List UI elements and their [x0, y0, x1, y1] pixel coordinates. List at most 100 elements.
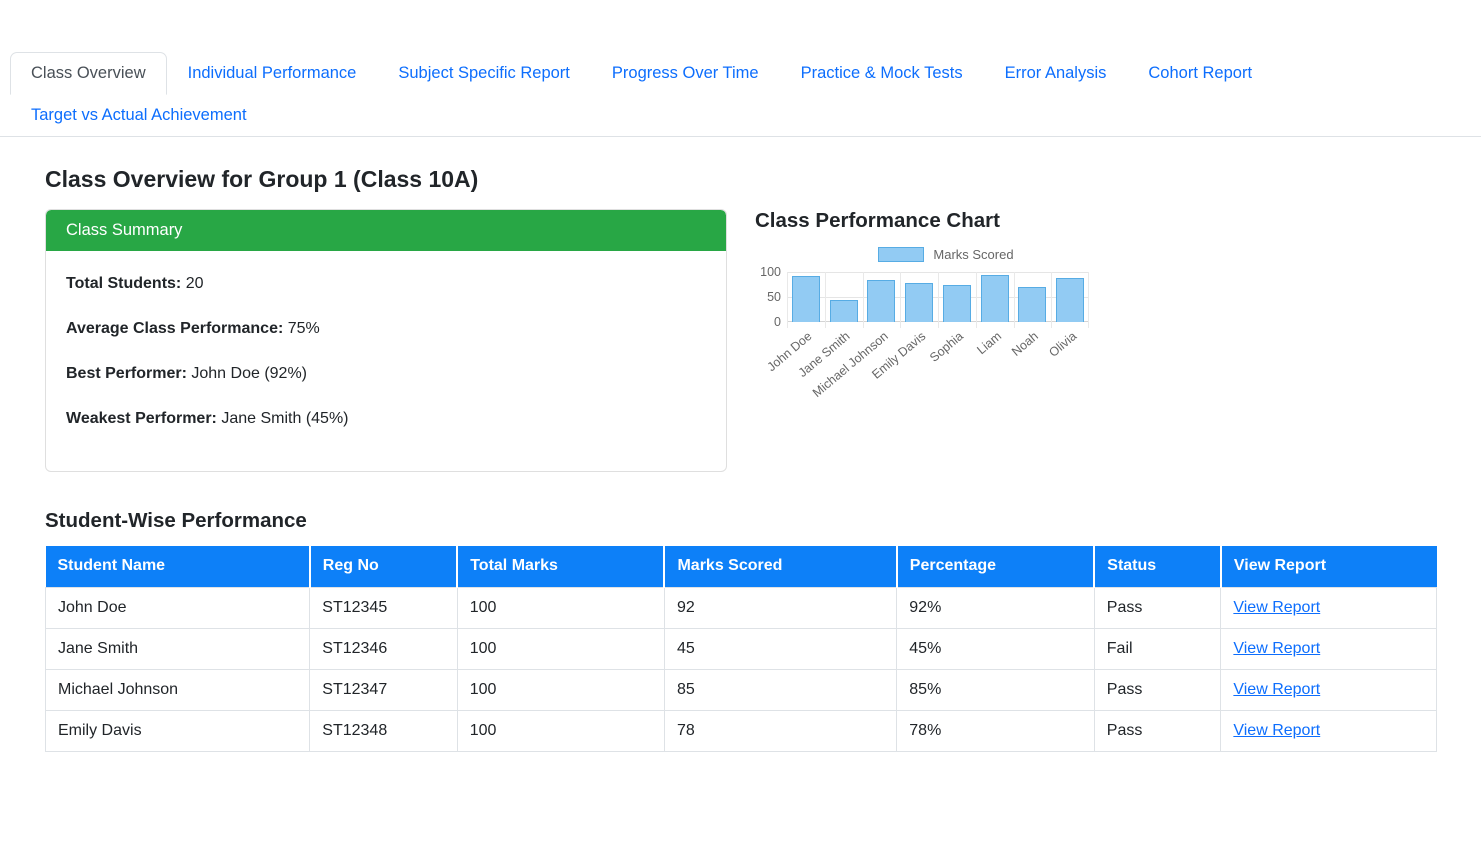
gridline	[976, 272, 977, 328]
column-header-reg-no: Reg No	[309, 546, 459, 588]
page-title: Class Overview for Group 1 (Class 10A)	[45, 166, 479, 192]
x-axis-label: Noah	[1009, 329, 1042, 359]
table-row: John Doe ST12345 100 92 92% Pass View Report	[44, 587, 1437, 629]
view-report-cell: View Report	[1220, 669, 1437, 711]
column-header-student-name: Student Name	[45, 546, 311, 588]
column-header-percentage: Percentage	[896, 546, 1096, 588]
main-content: Class Overview for Group 1 (Class 10A) C…	[44, 166, 1437, 752]
marks-scored-cell: 85	[663, 669, 898, 711]
view-report-link[interactable]: View Report	[1233, 722, 1321, 739]
view-report-link[interactable]: View Report	[1233, 681, 1321, 698]
view-report-cell: View Report	[1220, 587, 1437, 629]
summary-item-label: Best Performer:	[66, 365, 187, 382]
marks-scored-cell: 92	[663, 587, 898, 629]
class-performance-chart: Class Performance Chart Marks Scored 100…	[755, 209, 1107, 407]
x-axis-label: Sophia	[927, 329, 966, 365]
chart-title: Class Performance Chart	[755, 209, 1000, 232]
summary-item: Weakest Performer: Jane Smith (45%)	[66, 407, 706, 431]
bar-jane-smith	[829, 299, 858, 322]
gridline	[1088, 272, 1089, 328]
chart-legend: Marks Scored	[785, 247, 1107, 262]
gridline	[1051, 272, 1052, 328]
chart-plot-area: 100 50 0 John Doe Jane Smith Michael Johnson…	[755, 265, 1107, 407]
legend-label: Marks Scored	[933, 247, 1014, 262]
tab-class-overview[interactable]: Class Overview	[10, 52, 167, 95]
reg-no-cell: ST12348	[309, 710, 458, 752]
chart-bars	[787, 272, 1089, 328]
report-tabs: Class Overview Individual Performance Subj…	[0, 52, 1481, 137]
status-cell: Fail	[1093, 628, 1222, 670]
summary-item-value: Jane Smith (45%)	[216, 410, 349, 427]
student-name-cell: Michael Johnson	[44, 669, 311, 711]
summary-item: Best Performer: John Doe (92%)	[66, 362, 706, 386]
view-report-link[interactable]: View Report	[1233, 599, 1321, 616]
tab-cohort-report[interactable]: Cohort Report	[1148, 64, 1253, 82]
view-report-cell: View Report	[1220, 628, 1437, 670]
bar-noah	[1018, 287, 1047, 322]
chart-x-axis-labels: John Doe Jane Smith Michael Johnson Emily D…	[765, 322, 1089, 407]
tab-progress-over-time[interactable]: Progress Over Time	[611, 64, 759, 82]
gridline	[863, 272, 864, 328]
bar-olivia	[1056, 278, 1085, 322]
summary-item: Average Class Performance: 75%	[66, 317, 706, 341]
legend-swatch	[878, 247, 925, 262]
reg-no-cell: ST12346	[309, 628, 458, 670]
column-header-total-marks: Total Marks	[457, 546, 666, 588]
summary-item: Total Students: 20	[66, 272, 706, 296]
overview-row: Class Summary Total Students: 20 Average …	[45, 209, 1437, 472]
summary-item-value: 20	[181, 275, 204, 292]
table-row: Michael Johnson ST12347 100 85 85% Pass View R…	[44, 669, 1437, 711]
class-summary-card: Class Summary Total Students: 20 Average …	[45, 209, 727, 472]
gridline	[825, 272, 826, 328]
gridline	[787, 272, 788, 328]
total-marks-cell: 100	[456, 710, 665, 752]
column-header-view-report: View Report	[1220, 546, 1437, 588]
table-title: Student-Wise Performance	[45, 509, 307, 532]
tab-target-vs-actual-achievement[interactable]: Target vs Actual Achievement	[31, 106, 247, 124]
y-axis-tick-label: 50	[767, 290, 781, 304]
student-name-cell: John Doe	[44, 587, 311, 629]
marks-scored-cell: 45	[663, 628, 898, 670]
total-marks-cell: 100	[456, 669, 665, 711]
student-performance-table: Student Name Reg No Total Marks Marks Score…	[44, 546, 1437, 752]
y-axis-tick-label: 100	[760, 265, 781, 279]
column-header-status: Status	[1094, 546, 1222, 588]
bar-emily-davis	[905, 283, 934, 322]
x-axis-label: Olivia	[1046, 329, 1080, 360]
student-name-cell: Jane Smith	[44, 628, 311, 670]
percentage-cell: 85%	[896, 669, 1095, 711]
summary-item-value: John Doe (92%)	[186, 365, 307, 382]
table-header-row: Student Name Reg No Total Marks Marks Score…	[45, 546, 1437, 588]
bar-michael-johnson	[867, 279, 896, 322]
percentage-cell: 92%	[896, 587, 1095, 629]
bar-liam	[980, 274, 1009, 322]
status-cell: Pass	[1093, 669, 1222, 711]
total-marks-cell: 100	[456, 628, 665, 670]
gridline	[900, 272, 901, 328]
tab-individual-performance[interactable]: Individual Performance	[187, 64, 357, 82]
summary-item-value: 75%	[283, 320, 320, 337]
gridline	[1014, 272, 1015, 328]
status-cell: Pass	[1093, 587, 1222, 629]
status-cell: Pass	[1093, 710, 1222, 752]
summary-item-label: Total Students:	[66, 275, 182, 292]
summary-item-label: Average Class Performance:	[66, 320, 284, 337]
tab-subject-specific-report[interactable]: Subject Specific Report	[398, 64, 570, 82]
marks-scored-cell: 78	[663, 710, 898, 752]
tab-practice-mock-tests[interactable]: Practice & Mock Tests	[800, 64, 963, 82]
chart-y-axis: 100 50 0	[755, 265, 787, 329]
view-report-link[interactable]: View Report	[1233, 640, 1321, 657]
summary-item-label: Weakest Performer:	[66, 410, 217, 427]
bar-sophia	[942, 284, 971, 322]
tab-error-analysis[interactable]: Error Analysis	[1004, 64, 1107, 82]
reg-no-cell: ST12347	[309, 669, 458, 711]
gridline	[938, 272, 939, 328]
view-report-cell: View Report	[1220, 710, 1437, 752]
table-row: Jane Smith ST12346 100 45 45% Fail View Report	[44, 628, 1437, 670]
column-header-marks-scored: Marks Scored	[664, 546, 898, 588]
reg-no-cell: ST12345	[309, 587, 458, 629]
bar-john-doe	[791, 276, 820, 322]
table-row: Emily Davis ST12348 100 78 78% Pass View Repor…	[44, 710, 1437, 752]
total-marks-cell: 100	[456, 587, 665, 629]
class-summary-header: Class Summary	[46, 210, 726, 251]
